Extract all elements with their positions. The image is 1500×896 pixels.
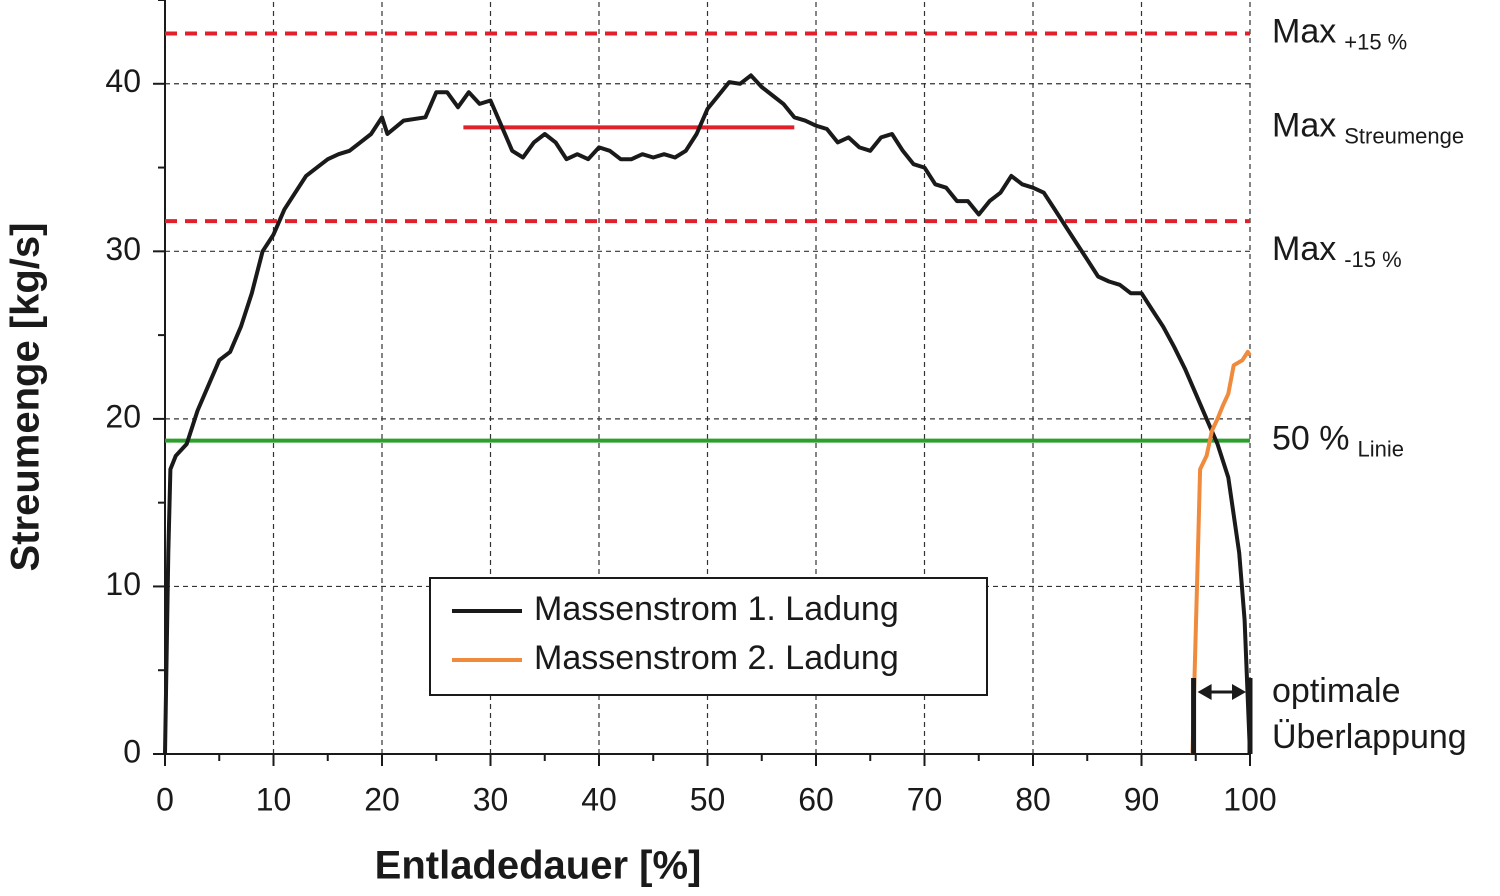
legend-label: Massenstrom 2. Ladung — [534, 639, 899, 677]
series-line — [1190, 349, 1252, 755]
y-tick-label: 40 — [105, 63, 141, 99]
legend-box — [429, 577, 988, 696]
x-tick-label: 60 — [798, 781, 834, 817]
x-tick-label: 50 — [690, 781, 726, 817]
x-tick-label: 40 — [581, 781, 617, 817]
reference-label: Max Streumenge — [1272, 106, 1464, 148]
reference-label-sub: -15 % — [1344, 247, 1401, 272]
reference-label-sub: Streumenge — [1344, 123, 1464, 148]
reference-label-main: Max — [1272, 230, 1336, 268]
x-tick-label: 90 — [1124, 781, 1160, 817]
x-tick-label: 10 — [256, 781, 292, 817]
arrow-head — [1197, 684, 1246, 700]
reference-label-main: Max — [1272, 12, 1336, 50]
overlap-label: Überlappung — [1272, 718, 1467, 756]
reference-label: Max -15 % — [1272, 230, 1402, 272]
y-axis-title: Streumenge [kg/s] — [4, 223, 48, 572]
x-tick-label: 20 — [364, 781, 400, 817]
legend: Massenstrom 1. Ladung Massenstrom 2. Ladu… — [429, 577, 988, 696]
reference-label-main: 50 % — [1272, 420, 1350, 458]
legend-label: Massenstrom 1. Ladung — [534, 590, 899, 628]
reference-label: Max +15 % — [1272, 12, 1407, 54]
x-axis-title: Entladedauer [%] — [375, 844, 702, 888]
reference-label-sub: +15 % — [1344, 29, 1407, 54]
reference-label-sub: Linie — [1358, 436, 1404, 461]
overlap-label: optimale — [1272, 672, 1401, 710]
x-tick-label: 30 — [473, 781, 509, 817]
y-tick-label: 0 — [123, 733, 141, 769]
x-tick-label: 100 — [1223, 781, 1276, 817]
x-tick-label: 80 — [1015, 781, 1051, 817]
reference-label: 50 % Linie — [1272, 420, 1404, 462]
y-tick-label: 10 — [105, 566, 141, 602]
series-line — [163, 73, 1252, 755]
x-tick-label: 0 — [156, 781, 174, 817]
reference-label-main: Max — [1272, 106, 1336, 144]
y-tick-label: 20 — [105, 398, 141, 434]
x-tick-label: 70 — [907, 781, 943, 817]
y-tick-label: 30 — [105, 231, 141, 267]
